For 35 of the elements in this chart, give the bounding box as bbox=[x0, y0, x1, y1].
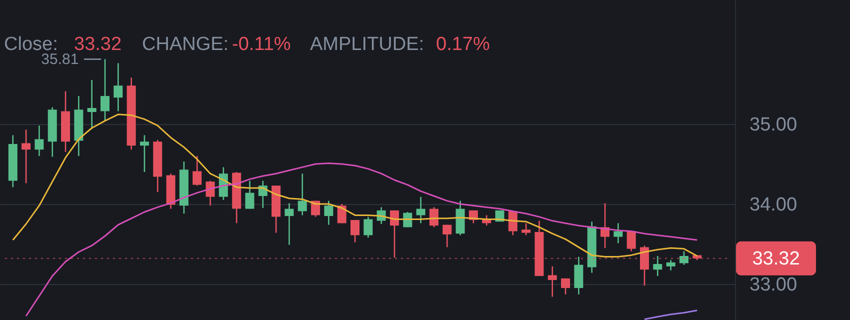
candlestick bbox=[324, 200, 334, 226]
candlestick bbox=[614, 222, 623, 244]
candlestick bbox=[626, 230, 636, 252]
candlestick bbox=[192, 155, 202, 186]
y-tick-label: 35.00 bbox=[750, 114, 798, 136]
candlestick bbox=[561, 278, 570, 296]
candlestick bbox=[22, 128, 31, 184]
candlestick bbox=[666, 259, 676, 272]
candlestick bbox=[34, 124, 44, 157]
ref-line-label: 33.32 bbox=[752, 248, 800, 270]
candlestick bbox=[522, 222, 531, 236]
annotation: -0.11% bbox=[232, 34, 291, 55]
annotation: AMPLITUDE: bbox=[310, 34, 424, 55]
candlestick bbox=[100, 58, 110, 122]
candlestick bbox=[284, 202, 294, 246]
candlestick bbox=[679, 250, 688, 266]
candlestick bbox=[442, 224, 452, 248]
candlestick bbox=[245, 180, 254, 210]
annotation: CHANGE: bbox=[142, 34, 229, 55]
line-series bbox=[644, 310, 698, 320]
candlestick bbox=[87, 79, 96, 130]
candlestick bbox=[574, 256, 584, 296]
candlestick bbox=[298, 172, 307, 216]
candlestick bbox=[350, 219, 360, 244]
candlestick bbox=[416, 196, 426, 224]
candlestick bbox=[140, 134, 149, 173]
line-series bbox=[25, 162, 698, 317]
y-tick-label: 34.00 bbox=[750, 194, 798, 216]
candlestick bbox=[548, 266, 557, 298]
candlestick bbox=[364, 216, 373, 238]
candlestick bbox=[653, 255, 662, 277]
y-tick-label: 33.00 bbox=[750, 274, 798, 296]
candlestick bbox=[206, 180, 215, 206]
annotation: 0.17% bbox=[436, 34, 490, 55]
candlestick bbox=[114, 62, 123, 112]
